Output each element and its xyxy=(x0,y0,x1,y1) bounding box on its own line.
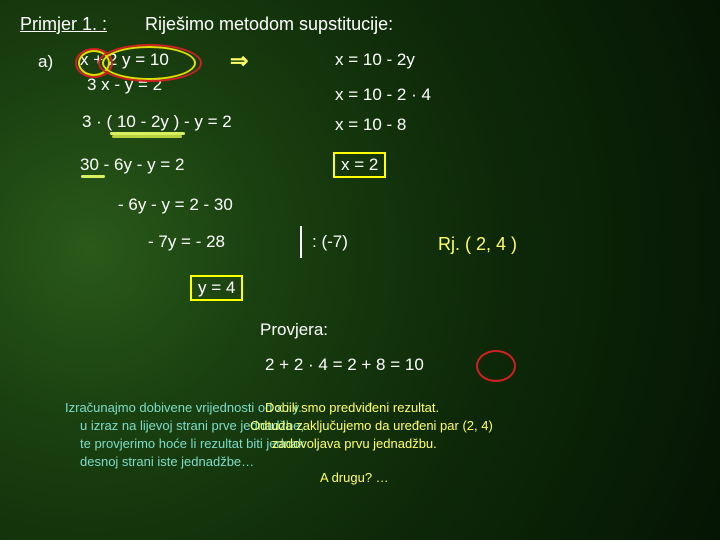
title-right: Riješimo metodom supstitucije: xyxy=(145,14,393,35)
box-x-result: x = 2 xyxy=(333,152,386,178)
division-bar xyxy=(300,226,302,258)
scribble-1b xyxy=(112,135,182,138)
box-y-result: y = 4 xyxy=(190,275,243,301)
result: Rj. ( 2, 4 ) xyxy=(438,234,517,255)
title-left: Primjer 1. : xyxy=(20,14,107,35)
bottom4: Odtuda zaključujemo da uređeni par (2, 4… xyxy=(250,418,493,434)
scribble-2 xyxy=(81,175,105,178)
step4-right: : (-7) xyxy=(312,232,348,252)
sub4: x = 2 xyxy=(333,152,386,178)
sub1: x = 10 - 2y xyxy=(335,50,415,70)
provjera-label: Provjera: xyxy=(260,320,328,340)
step2: 30 - 6y - y = 2 xyxy=(80,155,184,175)
step4-left: - 7y = - 28 xyxy=(148,232,225,252)
step5: y = 4 xyxy=(190,275,243,301)
label-a: a) xyxy=(38,52,53,72)
bottom8: A drugu? … xyxy=(320,470,389,486)
bottom7: desnoj strani iste jednadžbe… xyxy=(80,454,254,470)
oval-check10 xyxy=(476,350,516,382)
step1: 3 · ( 10 - 2y ) - y = 2 xyxy=(82,112,232,132)
oval-eq1b xyxy=(98,44,202,82)
step3: - 6y - y = 2 - 30 xyxy=(118,195,233,215)
sub2: x = 10 - 2 · 4 xyxy=(335,85,431,105)
bottom6: zadovoljava prvu jednadžbu. xyxy=(272,436,437,452)
check1: 2 + 2 · 4 = 2 + 8 = 10 xyxy=(265,355,424,375)
bottom2: Dobili smo predviđeni rezultat. xyxy=(265,400,439,416)
arrow-icon: ⇒ xyxy=(230,48,248,74)
sub3: x = 10 - 8 xyxy=(335,115,406,135)
